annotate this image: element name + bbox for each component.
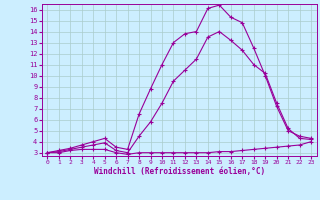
- X-axis label: Windchill (Refroidissement éolien,°C): Windchill (Refroidissement éolien,°C): [94, 167, 265, 176]
